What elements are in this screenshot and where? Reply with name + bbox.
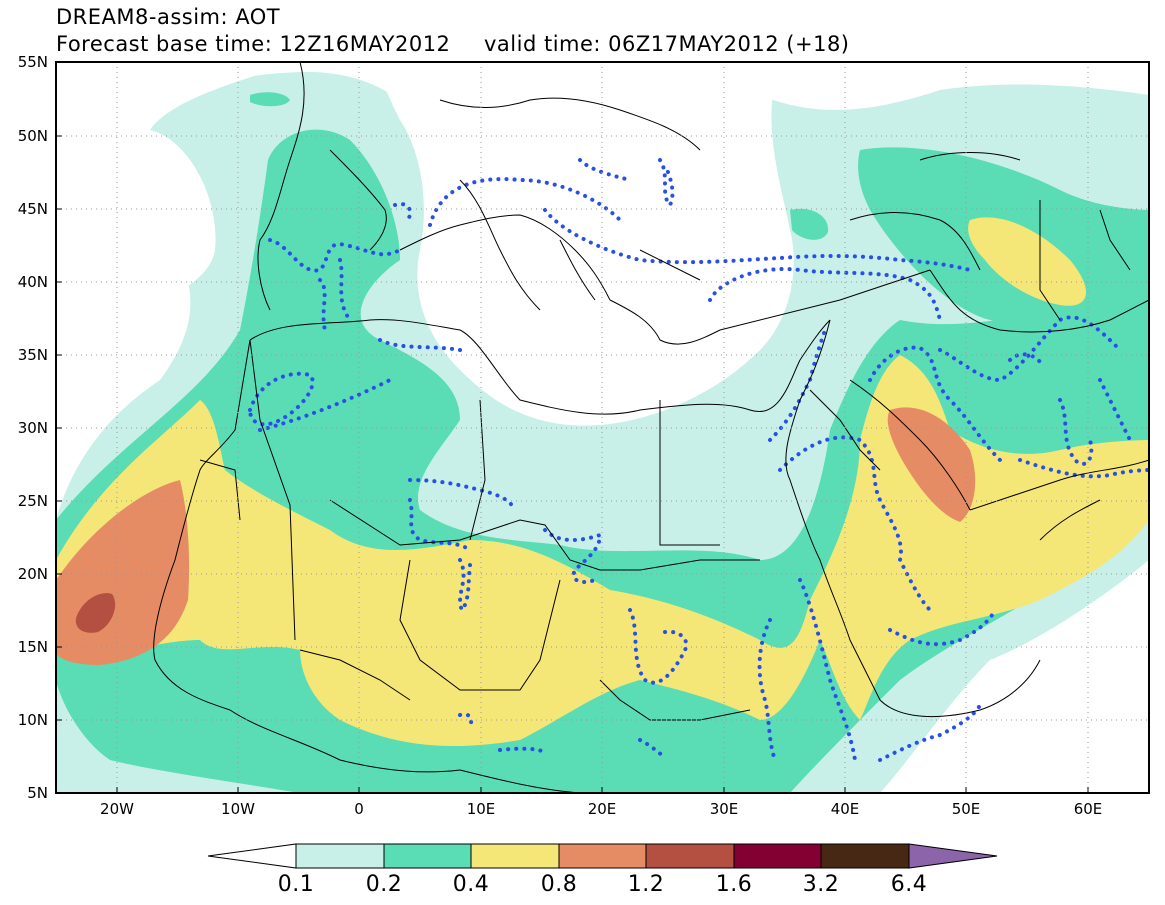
aot-band-0.4 <box>56 355 1149 746</box>
lon-label-0: 0 <box>354 800 364 818</box>
lon-label-60e: 60E <box>1073 800 1103 818</box>
coastlines-and-borders <box>153 62 1149 793</box>
colorbar-swatch-7 <box>820 843 910 869</box>
lat-label-20n: 20N <box>17 565 48 583</box>
lat-label-30n: 30N <box>17 419 48 437</box>
aot-band-1.2 <box>75 593 116 633</box>
lat-label-40n: 40N <box>17 273 48 291</box>
lat-label-50n: 50N <box>17 127 48 145</box>
colorbar-over-triangle <box>908 843 998 869</box>
colorbar <box>207 843 998 869</box>
colorbar-label-0.8: 0.8 <box>540 872 578 897</box>
lon-label-40e: 40E <box>830 800 860 818</box>
colorbar-swatch-1 <box>295 843 385 869</box>
colorbar-swatch-4 <box>558 843 647 869</box>
colorbar-label-1.6: 1.6 <box>715 872 753 897</box>
colorbar-label-3.2: 3.2 <box>802 872 840 897</box>
lat-label-15n: 15N <box>17 638 48 656</box>
colorbar-swatch-2 <box>383 843 472 869</box>
colorbar-label-0.1: 0.1 <box>277 872 315 897</box>
forecast-time-line: Forecast base time: 12Z16MAY2012 valid ti… <box>56 32 849 56</box>
graticule <box>56 62 1149 793</box>
colorbar-label-0.4: 0.4 <box>452 872 490 897</box>
lon-label-50e: 50E <box>951 800 981 818</box>
valid-time: valid time: 06Z17MAY2012 (+18) <box>484 32 850 56</box>
lon-label-10w: 10W <box>221 800 255 818</box>
colorbar-under-triangle <box>207 843 297 869</box>
lat-label-10n: 10N <box>17 711 48 729</box>
colorbar-swatch-3 <box>470 843 560 869</box>
map-title: DREAM8-assim: AOT <box>56 5 281 29</box>
colorbar-label-0.2: 0.2 <box>365 872 403 897</box>
lon-label-10e: 10E <box>466 800 496 818</box>
lat-label-25n: 25N <box>17 492 48 510</box>
lon-label-30e: 30E <box>709 800 739 818</box>
axis-ticks <box>56 61 1089 794</box>
lat-label-55n: 55N <box>17 53 48 71</box>
lon-label-20e: 20E <box>587 800 617 818</box>
lon-label-20w: 20W <box>100 800 134 818</box>
colorbar-swatch-5 <box>645 843 735 869</box>
colorbar-swatch-6 <box>733 843 822 869</box>
colorbar-label-6.4: 6.4 <box>890 872 928 897</box>
lat-label-35n: 35N <box>17 346 48 364</box>
base-time: Forecast base time: 12Z16MAY2012 <box>56 32 451 56</box>
colorbar-label-1.2: 1.2 <box>627 872 665 897</box>
lat-label-45n: 45N <box>17 200 48 218</box>
lat-label-5n: 5N <box>27 784 48 802</box>
